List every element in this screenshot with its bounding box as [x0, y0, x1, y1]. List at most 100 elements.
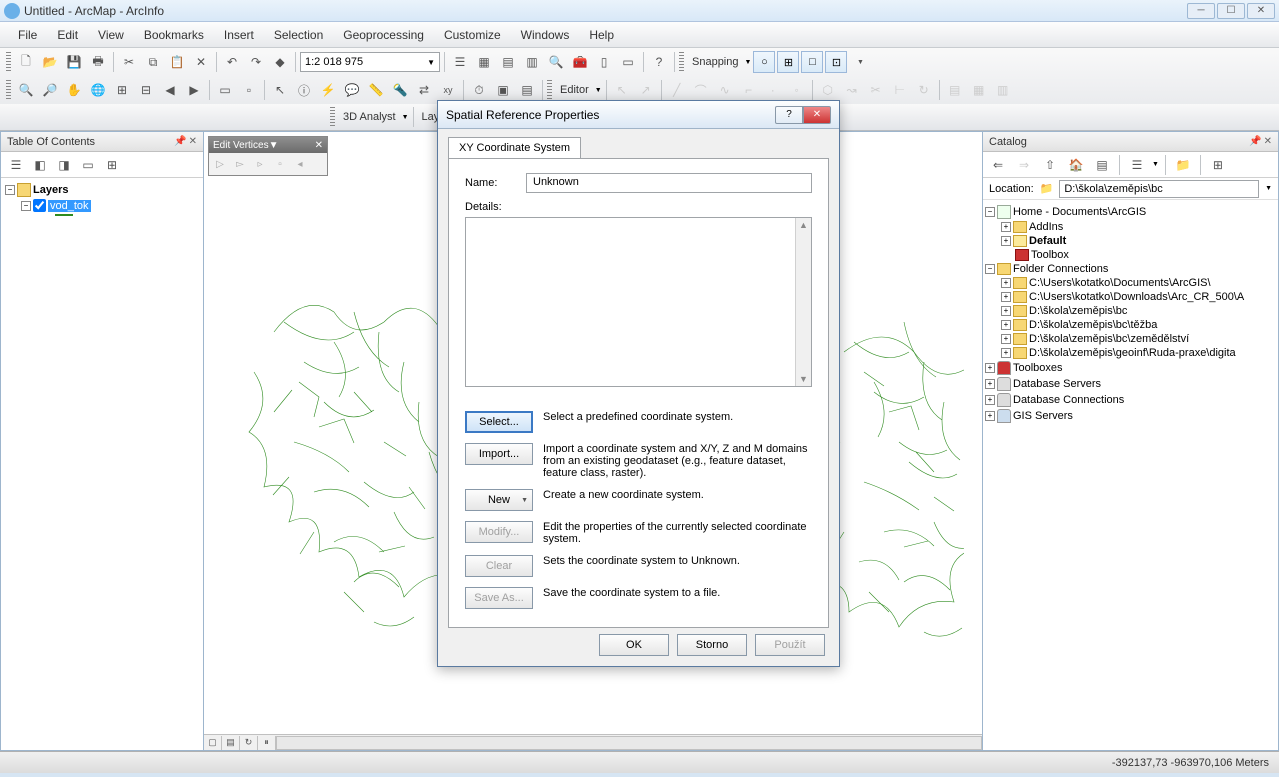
paste-icon[interactable]: 📋 — [166, 51, 188, 73]
pointer-icon[interactable]: ↖ — [269, 79, 291, 101]
catalog-item[interactable]: Toolbox — [1031, 249, 1069, 261]
arctoolbox-icon[interactable]: 🧰 — [569, 51, 591, 73]
modify-button[interactable]: Modify... — [465, 521, 533, 543]
cut-icon[interactable]: ✂ — [118, 51, 140, 73]
catalog-item[interactable]: C:\Users\kotatko\Downloads\Arc_CR_500\A — [1029, 291, 1244, 303]
details-textarea[interactable]: ▲▼ — [465, 217, 812, 387]
cut-poly-icon[interactable]: ✂ — [865, 79, 887, 101]
expander-icon[interactable]: + — [1001, 278, 1011, 288]
snap-edge-icon[interactable]: ⊡ — [825, 51, 847, 73]
snap-point-icon[interactable]: ○ — [753, 51, 775, 73]
new-icon[interactable]: 🗋 — [15, 51, 37, 73]
time-slider-icon[interactable]: ⏱ — [468, 79, 490, 101]
zoom-out-icon[interactable]: 🔎 — [39, 79, 61, 101]
new-button[interactable]: New — [465, 489, 533, 511]
pouzit-button[interactable]: Použít — [755, 634, 825, 656]
pause-icon[interactable]: ⏸ — [258, 736, 276, 750]
menu-edit[interactable]: Edit — [47, 24, 88, 46]
snap-vertex-icon[interactable]: □ — [801, 51, 823, 73]
toolbar-grip[interactable] — [679, 52, 684, 72]
right-angle-icon[interactable]: ⌐ — [738, 79, 760, 101]
pin-icon[interactable]: 📌 — [174, 136, 186, 147]
maximize-button[interactable]: ☐ — [1217, 3, 1245, 19]
snap-end-icon[interactable]: ⊞ — [777, 51, 799, 73]
undo-icon[interactable]: ↶ — [221, 51, 243, 73]
editor-toolbar-icon[interactable]: ☰ — [449, 51, 471, 73]
list-by-drawing-icon[interactable]: ☰ — [5, 154, 27, 176]
list-by-source-icon[interactable]: ◧ — [29, 154, 51, 176]
copy-icon[interactable]: ⧉ — [142, 51, 164, 73]
catalog-item[interactable]: AddIns — [1029, 221, 1063, 233]
toolbar-icon[interactable]: ▦ — [473, 51, 495, 73]
close-icon[interactable]: ✕ — [1264, 136, 1272, 147]
zoom-in-icon[interactable]: 🔍 — [15, 79, 37, 101]
open-icon[interactable]: 📂 — [39, 51, 61, 73]
options-icon[interactable]: ⊞ — [1207, 154, 1229, 176]
editor-label[interactable]: Editor — [556, 84, 593, 96]
measure-icon[interactable]: 📏 — [365, 79, 387, 101]
arc-icon[interactable]: ⌒ — [690, 79, 712, 101]
full-extent-icon[interactable]: 🌐 — [87, 79, 109, 101]
end-icon[interactable]: ◦ — [786, 79, 808, 101]
select-button[interactable]: Select... — [465, 411, 533, 433]
hyperlink-icon[interactable]: ⚡ — [317, 79, 339, 101]
help-icon[interactable]: ? — [648, 51, 670, 73]
edit-vertices-icon[interactable]: ⬡ — [817, 79, 839, 101]
toolbar-grip[interactable] — [6, 52, 11, 72]
dropdown-icon[interactable]: ▼ — [849, 51, 871, 73]
expander-icon[interactable]: + — [985, 395, 995, 405]
reshape-icon[interactable]: ↝ — [841, 79, 863, 101]
catalog-item[interactable]: Database Connections — [1013, 394, 1124, 406]
home-icon[interactable]: 🏠 — [1065, 154, 1087, 176]
scroll-up-icon[interactable]: ▲ — [799, 220, 808, 230]
toolbar-grip[interactable] — [547, 80, 552, 100]
menu-customize[interactable]: Customize — [434, 24, 511, 46]
expander-icon[interactable]: − — [985, 207, 995, 217]
catalog-item[interactable]: C:\Users\kotatko\Documents\ArcGIS\ — [1029, 277, 1211, 289]
edit-annot-icon[interactable]: ↗ — [635, 79, 657, 101]
3d-analyst-label[interactable]: 3D Analyst — [339, 111, 400, 123]
sketch-props-icon[interactable]: ▦ — [968, 79, 990, 101]
menu-help[interactable]: Help — [579, 24, 624, 46]
layers-root[interactable]: Layers — [33, 184, 68, 196]
catalog-item[interactable]: D:\škola\zeměpis\geoinf\Ruda-praxe\digit… — [1029, 347, 1236, 359]
menu-file[interactable]: File — [8, 24, 47, 46]
clear-button[interactable]: Clear — [465, 555, 533, 577]
pan-icon[interactable]: ✋ — [63, 79, 85, 101]
select-icon[interactable]: ▭ — [214, 79, 236, 101]
expander-icon[interactable]: + — [1001, 320, 1011, 330]
minimize-button[interactable]: ─ — [1187, 3, 1215, 19]
location-input[interactable] — [1059, 180, 1259, 198]
menu-selection[interactable]: Selection — [264, 24, 333, 46]
print-icon[interactable]: 🖶 — [87, 51, 109, 73]
expander-icon[interactable]: + — [985, 411, 995, 421]
midpoint-icon[interactable]: · — [762, 79, 784, 101]
catalog-item[interactable]: D:\škola\zeměpis\bc — [1029, 305, 1127, 317]
import-button[interactable]: Import... — [465, 443, 533, 465]
expander-icon[interactable]: − — [5, 185, 15, 195]
scroll-down-icon[interactable]: ▼ — [799, 374, 808, 384]
menu-insert[interactable]: Insert — [214, 24, 264, 46]
catalog-item[interactable]: Toolboxes — [1013, 362, 1063, 374]
edit-tool-icon[interactable]: ↖ — [611, 79, 633, 101]
list-by-sel-icon[interactable]: ▭ — [77, 154, 99, 176]
catalog-item[interactable]: GIS Servers — [1013, 410, 1073, 422]
expander-icon[interactable]: + — [1001, 306, 1011, 316]
menu-windows[interactable]: Windows — [511, 24, 580, 46]
data-view-tab[interactable]: ▢ — [204, 736, 222, 750]
toolbar-grip[interactable] — [6, 80, 11, 100]
h-scrollbar[interactable] — [276, 736, 982, 750]
clear-sel-icon[interactable]: ▫ — [238, 79, 260, 101]
refresh-icon[interactable]: ↻ — [240, 736, 258, 750]
find-icon[interactable]: 🔦 — [389, 79, 411, 101]
find-route-icon[interactable]: ⇄ — [413, 79, 435, 101]
dialog-close-button[interactable]: ✕ — [803, 106, 831, 124]
catalog-item[interactable]: Default — [1029, 235, 1066, 247]
menu-geoprocessing[interactable]: Geoprocessing — [333, 24, 434, 46]
options-icon[interactable]: ⊞ — [101, 154, 123, 176]
toggle-tree-icon[interactable]: ▤ — [1091, 154, 1113, 176]
toolbar-icon[interactable]: ▤ — [497, 51, 519, 73]
name-input[interactable]: Unknown — [526, 173, 812, 193]
save-icon[interactable]: 💾 — [63, 51, 85, 73]
expander-icon[interactable]: − — [21, 201, 31, 211]
